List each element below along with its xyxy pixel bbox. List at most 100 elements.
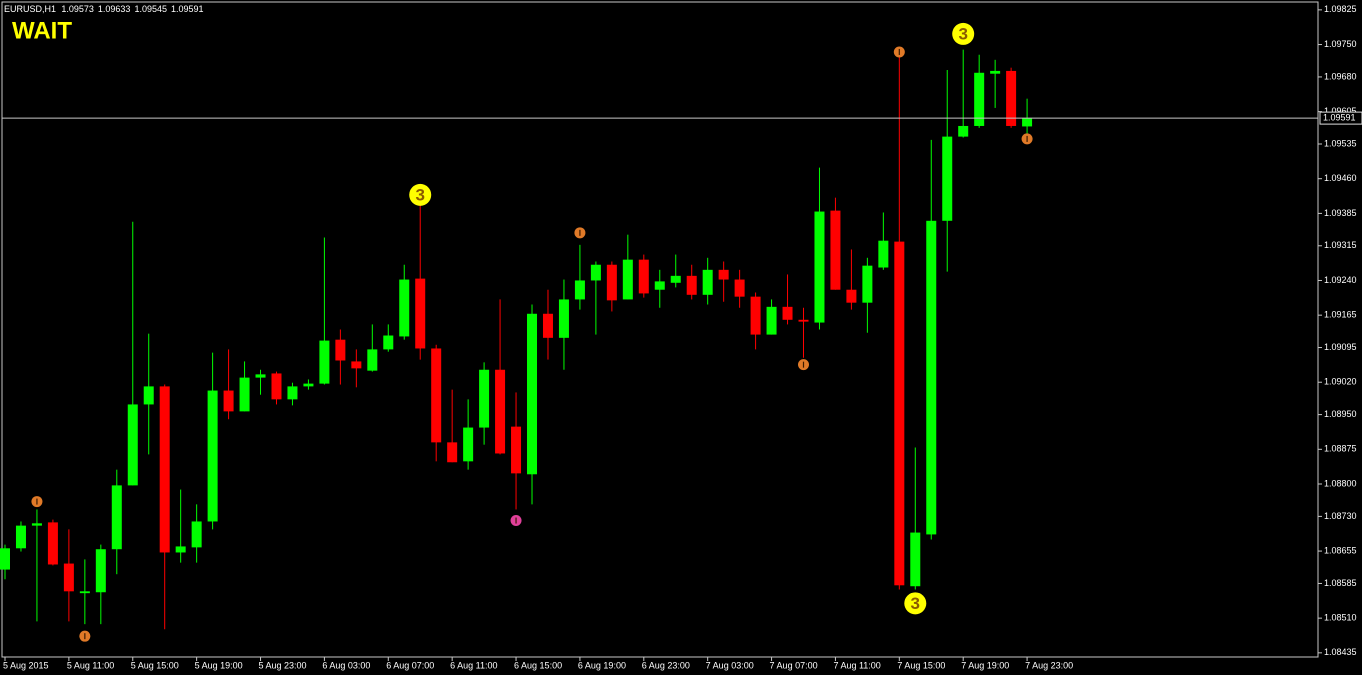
x-tick-label: 6 Aug 19:00	[578, 660, 626, 670]
x-tick-label: 5 Aug 23:00	[259, 660, 307, 670]
candle-body	[974, 72, 985, 126]
x-tick-label: 6 Aug 11:00	[450, 660, 497, 670]
candle-body	[63, 563, 74, 592]
header-open: 1.09573	[61, 4, 94, 14]
candle-body	[191, 521, 202, 548]
candle-body	[255, 374, 266, 378]
candle-body	[351, 361, 362, 369]
count-marker	[904, 592, 927, 615]
candle-body	[175, 546, 186, 553]
candle-body	[319, 340, 330, 384]
candle-body	[846, 289, 857, 303]
candle-body	[527, 313, 538, 475]
candle-body	[926, 220, 937, 535]
price-label-box	[1319, 111, 1362, 125]
y-tick-label: 1.08435	[1324, 647, 1357, 657]
y-tick-label: 1.08875	[1324, 444, 1357, 454]
candle-body	[638, 259, 649, 294]
candle-body	[574, 280, 585, 300]
y-tick-label: 1.09680	[1324, 71, 1357, 81]
candle-body	[1022, 118, 1033, 127]
candle-body	[782, 306, 793, 320]
candle-body	[399, 279, 410, 337]
y-tick-label: 1.09095	[1324, 342, 1357, 352]
candle-body	[622, 259, 633, 300]
candle-body	[207, 390, 218, 522]
candle-body	[47, 522, 58, 565]
candle-body	[910, 532, 921, 587]
symbol: EURUSD,H1	[4, 4, 56, 14]
candle-body	[542, 313, 553, 338]
candle-body	[223, 390, 234, 412]
candle-body	[590, 264, 601, 281]
y-tick-label: 1.09385	[1324, 208, 1357, 218]
status-label: WAIT	[12, 17, 72, 44]
header-high: 1.09633	[98, 4, 131, 14]
x-tick-label: 6 Aug 03:00	[322, 660, 370, 670]
candle-body	[271, 373, 282, 400]
x-tick-label: 6 Aug 15:00	[514, 660, 562, 670]
candle-body	[367, 349, 378, 371]
candle-body	[239, 377, 250, 412]
candle-body	[702, 269, 713, 295]
y-tick-label: 1.09750	[1324, 39, 1357, 49]
y-tick-label: 1.09605	[1324, 106, 1357, 116]
y-tick-label: 1.08730	[1324, 511, 1357, 521]
y-tick-label: 1.08585	[1324, 578, 1357, 588]
candle-body	[718, 269, 729, 280]
count-label: 3	[911, 594, 920, 613]
candle-body	[79, 591, 90, 594]
y-tick-label: 1.09535	[1324, 138, 1357, 148]
candle-body	[894, 241, 905, 586]
candle-body	[447, 442, 458, 463]
x-tick-label: 7 Aug 03:00	[706, 660, 754, 670]
candle-body	[287, 386, 298, 400]
candle-body	[95, 549, 106, 593]
candle-body	[734, 279, 745, 297]
candle-body	[511, 426, 522, 474]
chart-header: EURUSD,H1 1.09573 1.09633 1.09545 1.09591	[4, 4, 204, 14]
count-marker	[409, 183, 432, 206]
candle-body	[670, 275, 681, 283]
candle-body	[479, 369, 490, 428]
candle-body	[862, 265, 873, 303]
candle-body	[606, 264, 617, 301]
candle-body	[15, 525, 26, 549]
y-tick-label: 1.08510	[1324, 613, 1357, 623]
candle-body	[0, 548, 10, 570]
candle-body	[558, 299, 569, 338]
candle-body	[127, 404, 138, 486]
count-marker	[952, 22, 975, 45]
candle-body	[431, 348, 442, 443]
candle-body	[814, 211, 825, 323]
y-tick-label: 1.09315	[1324, 240, 1357, 250]
candle-body	[415, 278, 426, 349]
candle-body	[654, 281, 665, 290]
x-tick-label: 5 Aug 2015	[3, 660, 49, 670]
candle-body	[942, 136, 953, 221]
candle-body	[335, 339, 346, 361]
x-tick-label: 7 Aug 23:00	[1025, 660, 1073, 670]
y-tick-label: 1.09020	[1324, 377, 1357, 387]
candle-body	[1006, 70, 1017, 126]
x-tick-label: 5 Aug 19:00	[195, 660, 243, 670]
x-tick-label: 7 Aug 15:00	[897, 660, 945, 670]
candle-body	[159, 386, 170, 553]
price-label: 1.09591	[1323, 112, 1356, 122]
x-tick-label: 5 Aug 11:00	[67, 660, 114, 670]
x-tick-label: 6 Aug 23:00	[642, 660, 690, 670]
candle-body	[383, 335, 394, 350]
x-tick-label: 5 Aug 15:00	[131, 660, 179, 670]
candle-body	[750, 296, 761, 335]
count-label: 3	[958, 24, 967, 43]
candle-body	[495, 369, 506, 454]
candle-body	[830, 210, 841, 290]
y-tick-label: 1.09240	[1324, 275, 1357, 285]
x-tick-label: 7 Aug 11:00	[833, 660, 880, 670]
candle-body	[31, 523, 42, 526]
y-tick-label: 1.09460	[1324, 173, 1357, 183]
candle-body	[798, 319, 809, 322]
y-tick-label: 1.08800	[1324, 478, 1357, 488]
y-tick-label: 1.08950	[1324, 409, 1357, 419]
